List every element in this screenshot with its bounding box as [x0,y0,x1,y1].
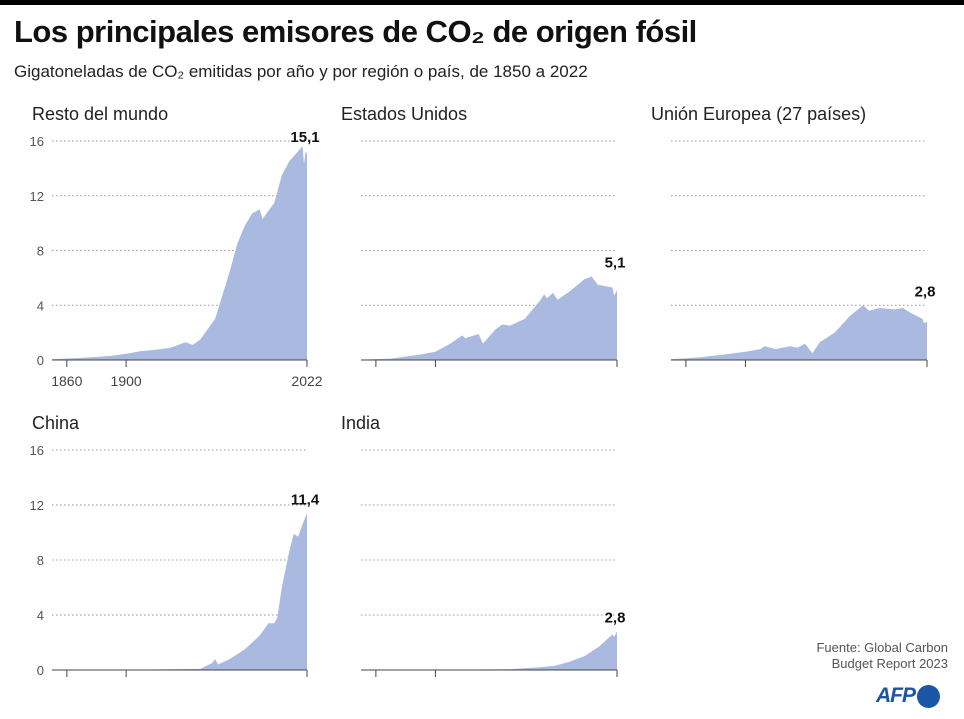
logo-text: AFP [876,684,916,707]
emissions-area [52,513,307,670]
y-tick-label: 12 [30,498,44,513]
x-tick-label: 1900 [111,373,142,389]
last-value-label: 5,1 [605,255,626,272]
panel-title: India [341,413,381,433]
x-tick-label: 2022 [291,373,322,389]
source-line-1: Fuente: Global Carbon [816,640,948,655]
afp-logo: AFP [876,684,940,708]
x-tick-label: 1860 [51,373,82,389]
last-value-label: 2,8 [605,610,626,627]
emissions-area [361,276,617,360]
logo-circle-icon [917,684,940,708]
panel-title: Estados Unidos [341,104,467,124]
y-tick-label: 12 [30,189,44,204]
last-value-label: 15,1 [290,129,319,146]
y-tick-label: 16 [30,134,44,149]
top-rule [0,0,964,5]
emissions-area [52,146,307,360]
last-value-label: 2,8 [915,283,936,300]
last-value-label: 11,4 [291,491,320,508]
chart-subtitle: Gigatoneladas de CO₂ emitidas por año y … [14,62,588,81]
y-tick-label: 16 [30,443,44,458]
y-tick-label: 8 [37,244,44,259]
panel-title: China [32,413,80,433]
chart-title: Los principales emisores de CO₂ de orige… [14,14,697,49]
y-tick-label: 0 [37,353,44,368]
source-line-2: Budget Report 2023 [831,656,948,671]
y-tick-label: 4 [37,298,44,313]
emissions-area [671,305,927,360]
y-tick-label: 4 [37,608,44,623]
y-tick-label: 0 [37,663,44,678]
source-note: Fuente: Global Carbon Budget Report 2023 [816,640,948,672]
y-tick-label: 8 [37,553,44,568]
panel-title: Resto del mundo [32,104,168,124]
panel-title: Unión Europea (27 países) [651,104,866,124]
emissions-area [361,631,617,670]
